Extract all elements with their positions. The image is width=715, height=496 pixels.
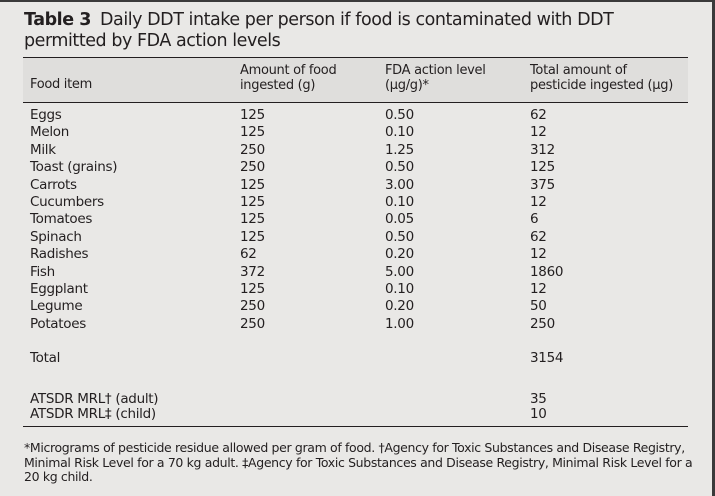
header-fda-line1: FDA action level xyxy=(385,63,486,78)
cell-fda-level: 0.50 xyxy=(385,228,414,245)
cell-food-item: Carrots xyxy=(30,176,77,193)
cell-food-item: Eggplant xyxy=(30,281,88,297)
cell-fda-level: 0.10 xyxy=(385,124,414,141)
cell-total: 1860 xyxy=(530,263,564,280)
header-total-line2: pesticide ingested (µg) xyxy=(530,78,673,93)
cell-amount: 62 xyxy=(240,246,257,263)
header-total-pesticide: Total amount of pesticide ingested (µg) xyxy=(530,63,673,93)
table-title: Daily DDT intake per person if food is c… xyxy=(24,10,614,51)
cell-fda-level: 3.00 xyxy=(385,176,414,193)
cell-food-item: Eggs xyxy=(30,107,62,123)
cell-amount: 250 xyxy=(240,298,265,315)
cell-total: 12 xyxy=(530,246,547,263)
cell-food-item: Tomatoes xyxy=(30,211,93,228)
cell-total: 312 xyxy=(530,141,555,158)
table-footnote: *Micrograms of pesticide residue allowed… xyxy=(24,440,693,484)
table-caption: Table 3 Daily DDT intake per person if fo… xyxy=(24,10,694,52)
mrl-adult-label: ATSDR MRL† (adult) xyxy=(30,391,159,407)
header-food-item: Food item xyxy=(30,77,92,92)
header-rule xyxy=(23,102,688,103)
mrl-child-value: 10 xyxy=(530,406,547,422)
cell-amount: 125 xyxy=(240,107,265,123)
cell-food-item: Cucumbers xyxy=(30,194,104,210)
cell-food-item: Spinach xyxy=(30,228,82,245)
cell-food-item: Melon xyxy=(30,124,70,141)
header-amount-line2: ingested (g) xyxy=(240,78,316,93)
cell-food-item: Potatoes xyxy=(30,315,86,332)
cell-amount: 125 xyxy=(240,176,265,193)
cell-amount: 372 xyxy=(240,263,265,280)
cell-fda-level: 0.20 xyxy=(385,246,414,263)
cell-amount: 125 xyxy=(240,194,265,210)
header-amount-line1: Amount of food xyxy=(240,63,337,78)
cell-fda-level: 0.50 xyxy=(385,159,414,176)
cell-food-item: Milk xyxy=(30,141,56,158)
cell-amount: 125 xyxy=(240,211,265,228)
cell-total: 12 xyxy=(530,281,547,297)
cell-food-item: Radishes xyxy=(30,246,89,263)
header-amount: Amount of food ingested (g) xyxy=(240,63,337,93)
cell-total: 12 xyxy=(530,194,547,210)
header-fda-line2: (µg/g)* xyxy=(385,78,429,93)
cell-fda-level: 0.50 xyxy=(385,107,414,123)
cell-fda-level: 0.10 xyxy=(385,194,414,210)
table-header xyxy=(23,58,688,103)
header-total-line1: Total amount of xyxy=(530,63,627,78)
cell-food-item: Legume xyxy=(30,298,83,315)
cell-fda-level: 1.25 xyxy=(385,141,414,158)
cell-amount: 125 xyxy=(240,228,265,245)
header-fda-level: FDA action level (µg/g)* xyxy=(385,63,486,93)
cell-fda-level: 1.00 xyxy=(385,315,414,332)
cell-total: 250 xyxy=(530,315,555,332)
cell-total: 62 xyxy=(530,228,547,245)
cell-total: 50 xyxy=(530,298,547,315)
cell-fda-level: 0.20 xyxy=(385,298,414,315)
total-label: Total xyxy=(30,350,61,366)
bottom-rule xyxy=(23,426,688,427)
cell-total: 12 xyxy=(530,124,547,141)
cell-fda-level: 0.05 xyxy=(385,211,414,228)
cell-amount: 250 xyxy=(240,159,265,176)
cell-amount: 250 xyxy=(240,141,265,158)
cell-amount: 250 xyxy=(240,315,265,332)
cell-amount: 125 xyxy=(240,124,265,141)
cell-amount: 125 xyxy=(240,281,265,297)
cell-total: 6 xyxy=(530,211,539,228)
total-value: 3154 xyxy=(530,350,564,366)
cell-total: 62 xyxy=(530,107,547,123)
cell-total: 375 xyxy=(530,176,555,193)
cell-food-item: Toast (grains) xyxy=(30,159,118,176)
cell-food-item: Fish xyxy=(30,263,55,280)
top-rule xyxy=(23,57,688,58)
table-number: Table 3 xyxy=(24,10,92,30)
cell-total: 125 xyxy=(530,159,555,176)
mrl-child-label: ATSDR MRL‡ (child) xyxy=(30,406,156,422)
cell-fda-level: 5.00 xyxy=(385,263,414,280)
mrl-adult-value: 35 xyxy=(530,391,547,407)
cell-fda-level: 0.10 xyxy=(385,281,414,297)
